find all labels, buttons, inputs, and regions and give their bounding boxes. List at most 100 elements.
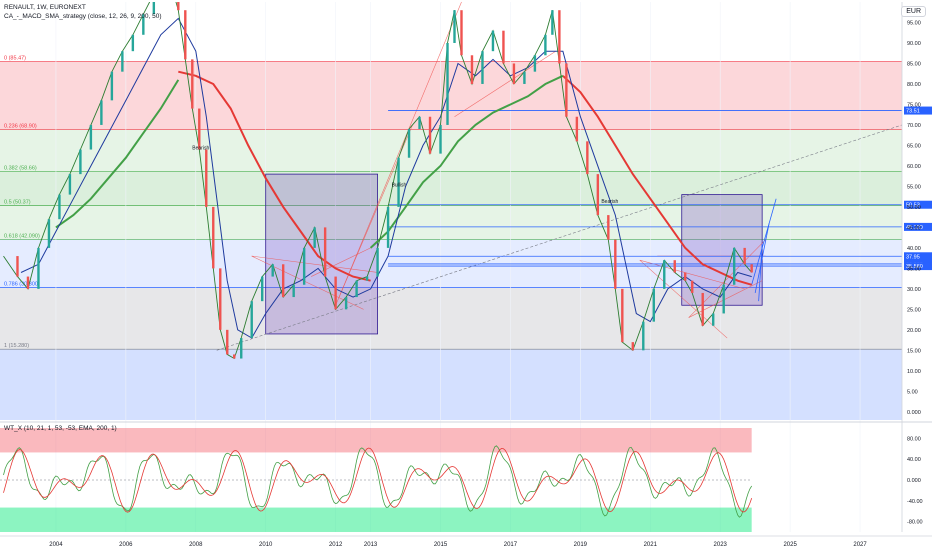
fan-line — [251, 255, 378, 273]
y-tick-label: 75.00 — [907, 102, 921, 108]
price-candle — [565, 63, 568, 117]
fib-zone — [0, 61, 902, 130]
indicator-title: CA_-_MACD_SMA_strategy (close, 12, 26, 9… — [4, 13, 162, 20]
osc-tick-label: -40.00 — [907, 499, 923, 505]
y-tick-label: 40.00 — [907, 246, 921, 252]
y-tick-label: 70.00 — [907, 123, 921, 129]
rectangle-drawing — [265, 173, 378, 335]
price-candle — [512, 63, 516, 84]
price-candle — [418, 116, 421, 130]
price-candle — [226, 329, 229, 355]
fib-label: 0.236 (68.90) — [4, 123, 37, 129]
price-tag-label: 37.95 — [906, 254, 920, 260]
price-candle — [250, 301, 253, 339]
price-candle — [607, 215, 610, 240]
price-candle — [533, 55, 537, 72]
price-candle — [701, 292, 704, 326]
fib-label: 0.618 (42.090) — [4, 233, 40, 239]
price-candle — [302, 247, 306, 285]
price-candle — [558, 10, 561, 64]
fib-label: 0 (85.47) — [4, 56, 26, 62]
price-tag-label: 50.53 — [906, 203, 920, 209]
fib-zone — [0, 287, 902, 350]
signal-label: Bearish — [192, 146, 209, 152]
price-candle — [691, 280, 694, 293]
series-group — [3, 2, 753, 360]
price-tag-label: 45.120 — [906, 225, 923, 231]
price-candle — [233, 354, 236, 359]
price-candle — [743, 247, 746, 265]
price-candle — [79, 149, 82, 175]
price-candle — [89, 124, 93, 150]
y-tick-label: 5.00 — [907, 389, 918, 395]
x-tick-label: 2027 — [853, 542, 867, 548]
overbought-zone — [0, 428, 752, 453]
wt-line-slow — [3, 447, 753, 513]
price-candle — [750, 264, 753, 273]
price-candle — [219, 268, 222, 330]
price-candle — [355, 280, 358, 298]
price-candle — [684, 272, 687, 281]
price-candle — [240, 338, 243, 359]
price-candle — [365, 276, 369, 281]
price-candle — [16, 256, 19, 277]
price-candle — [722, 284, 725, 314]
price-candle — [621, 288, 624, 343]
price-candle — [334, 276, 337, 310]
sma-green-line — [369, 74, 564, 249]
price-candle — [652, 288, 655, 322]
price-candle — [376, 247, 379, 277]
osc-tick-label: 0.000 — [907, 478, 921, 484]
x-tick-label: 2025 — [783, 542, 797, 548]
price-tag — [904, 262, 932, 271]
osc-tick-label: -80.00 — [907, 520, 923, 526]
sma-green-line — [55, 79, 180, 229]
price-candle — [184, 10, 187, 60]
price-candle — [152, 2, 156, 15]
fib-label: 0.382 (58.66) — [4, 165, 37, 171]
x-tick-label: 2006 — [119, 542, 133, 548]
price-candle — [614, 239, 617, 289]
x-tick-label: 2004 — [49, 542, 63, 548]
osc-tick-label: 80.00 — [907, 436, 921, 442]
x-tick-label: 2023 — [714, 542, 728, 548]
y-tick-label: 95.00 — [907, 20, 921, 26]
signal-label: Bullish — [392, 182, 407, 188]
price-candle — [313, 227, 316, 248]
sub-indicator-title: WT_X (10, 21, 1, 53, -53, EMA, 200, 1) — [4, 425, 117, 432]
fan-line — [454, 50, 557, 117]
y-tick-label: 65.00 — [907, 143, 921, 149]
sma-fast-line — [20, 17, 752, 339]
price-candle — [131, 34, 135, 52]
fib-label: 0.786 (30.300) — [4, 282, 40, 288]
currency-button[interactable]: EUR — [901, 6, 926, 17]
x-tick-label: 2019 — [574, 542, 588, 548]
y-tick-label: 50.00 — [907, 205, 921, 211]
price-tag-label: 73.51 — [906, 109, 920, 115]
wt-line-fast — [3, 445, 753, 518]
x-tick-label: 2010 — [259, 542, 273, 548]
price-candle — [212, 206, 215, 269]
price-candle — [481, 51, 484, 84]
price-candle — [261, 276, 264, 302]
fib-zone — [0, 205, 902, 240]
price-candle — [596, 174, 600, 216]
price-candle — [502, 30, 505, 64]
price-candle — [523, 71, 526, 84]
y-tick-label: 20.00 — [907, 328, 921, 334]
x-tick-label: 2012 — [329, 542, 343, 548]
y-tick-label: 10.00 — [907, 369, 921, 375]
price-candle — [470, 55, 474, 84]
signal-label: Bearish — [601, 199, 618, 205]
y-tick-label: 35.00 — [907, 266, 921, 272]
price-candle — [198, 108, 201, 150]
price-candle — [551, 10, 554, 35]
arrow-projection — [751, 198, 777, 285]
price-candle — [281, 264, 285, 298]
x-tick-label: 2021 — [644, 542, 658, 548]
price-candle — [491, 30, 495, 52]
y-tick-label: 55.00 — [907, 184, 921, 190]
price-candle — [100, 100, 103, 125]
